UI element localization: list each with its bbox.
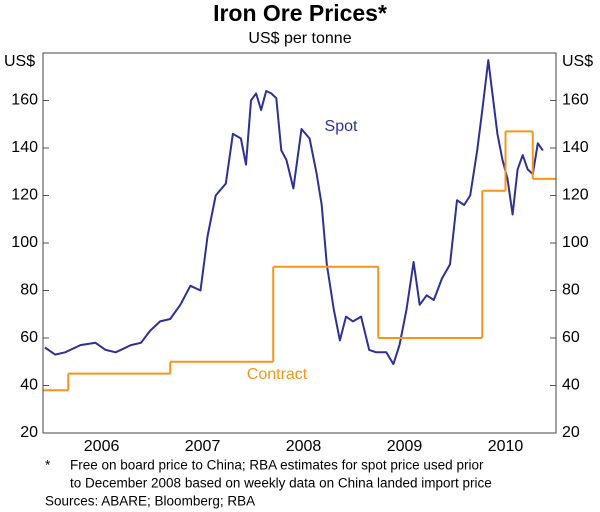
note: Free on board price to China; RBA estima… (70, 458, 484, 473)
y-tick-label: 40 (20, 377, 38, 394)
legend-label: Contract (247, 366, 308, 383)
y2-tick-label: 120 (562, 187, 589, 204)
y2-tick-label: 140 (562, 139, 589, 156)
y2-tick-label: 20 (562, 424, 580, 441)
y2-tick-label: 40 (562, 377, 580, 394)
line-series (44, 59, 544, 366)
x-tick-label: 2008 (286, 438, 322, 455)
y-tick-label: 100 (11, 234, 38, 251)
note: to December 2008 based on weekly data on… (70, 476, 492, 491)
x-tick-label: 2009 (387, 438, 423, 455)
y-tick-label: 60 (20, 329, 38, 346)
x-tick-label: 2007 (185, 438, 221, 455)
sources: Sources: ABARE; Bloomberg; RBA (45, 494, 255, 509)
y-tick-label: 160 (11, 92, 38, 109)
y-tick-label: 120 (11, 187, 38, 204)
y2-tick-label: 80 (562, 282, 580, 299)
y2-tick-label: 100 (562, 234, 589, 251)
chart-subtitle: US$ per tonne (248, 30, 351, 47)
y2-tick-label: 160 (562, 92, 589, 109)
y-tick-label: 20 (20, 424, 38, 441)
x-tick-label: 2006 (84, 438, 120, 455)
y-tick-label: 140 (11, 139, 38, 156)
plot-frame (42, 52, 557, 434)
note-marker: * (45, 458, 51, 473)
y2-axis-label: US$ (562, 53, 593, 70)
y-tick-label: 80 (20, 282, 38, 299)
y-axis-label: US$ (4, 53, 35, 70)
legend-label: Spot (325, 118, 358, 135)
y2-tick-label: 60 (562, 329, 580, 346)
chart-title: Iron Ore Prices* (213, 0, 387, 26)
x-tick-label: 2010 (488, 438, 524, 455)
